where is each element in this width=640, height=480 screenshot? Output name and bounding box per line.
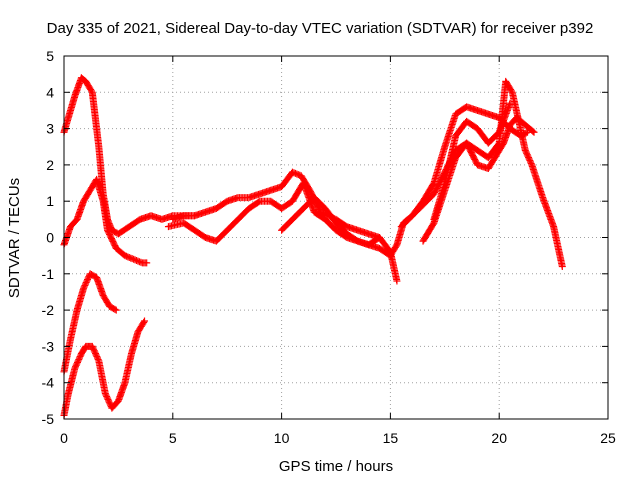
data-point xyxy=(529,127,537,135)
chart-title: Day 335 of 2021, Sidereal Day-to-day VTE… xyxy=(47,20,594,37)
data-point xyxy=(111,305,119,313)
data-point xyxy=(530,128,538,136)
data-point xyxy=(141,317,149,325)
series-track-d xyxy=(60,317,149,419)
y-tick-label: 3 xyxy=(46,121,54,137)
y-tick-label: 0 xyxy=(46,230,54,246)
data-point xyxy=(112,306,120,314)
y-tick-label: 5 xyxy=(46,48,54,64)
y-tick-label: -5 xyxy=(42,411,55,427)
data-point xyxy=(143,259,151,267)
data-point xyxy=(376,234,384,241)
data-point xyxy=(558,263,566,271)
x-tick-label: 0 xyxy=(60,430,68,446)
x-tick-labels: 0 5 10 15 20 25 xyxy=(60,430,616,446)
x-tick-label: 10 xyxy=(274,430,290,446)
series-track-c xyxy=(60,270,120,376)
data-point xyxy=(393,277,401,285)
y-tick-label: -3 xyxy=(42,338,55,354)
y-axis-title: SDTVAR / TECUs xyxy=(6,178,23,298)
data-point xyxy=(374,234,382,242)
y-tick-label: -4 xyxy=(42,375,55,391)
x-tick-label: 20 xyxy=(491,430,507,446)
series-track-f xyxy=(164,179,384,249)
data-points-layer xyxy=(60,74,566,419)
y-tick-label: 1 xyxy=(46,193,54,209)
data-point xyxy=(140,318,148,326)
y-tick-label: -1 xyxy=(42,266,55,282)
data-point xyxy=(527,159,535,167)
data-point xyxy=(522,129,530,137)
y-tick-label: -2 xyxy=(42,302,55,318)
grid-layer xyxy=(64,56,608,419)
x-tick-label: 15 xyxy=(383,430,399,446)
ticks-layer xyxy=(63,55,609,420)
x-axis-title: GPS time / hours xyxy=(279,458,393,475)
y-tick-label: 4 xyxy=(46,84,54,100)
data-point xyxy=(506,99,514,107)
y-tick-labels: -5 -4 -3 -2 -1 0 1 2 3 4 5 xyxy=(42,48,55,427)
series-track-k xyxy=(430,99,514,223)
series-track-g xyxy=(278,194,394,260)
data-point xyxy=(94,355,102,363)
y-tick-label: 2 xyxy=(46,157,54,173)
x-tick-label: 5 xyxy=(169,430,177,446)
series-track-b xyxy=(60,175,151,267)
x-tick-label: 25 xyxy=(600,430,616,446)
